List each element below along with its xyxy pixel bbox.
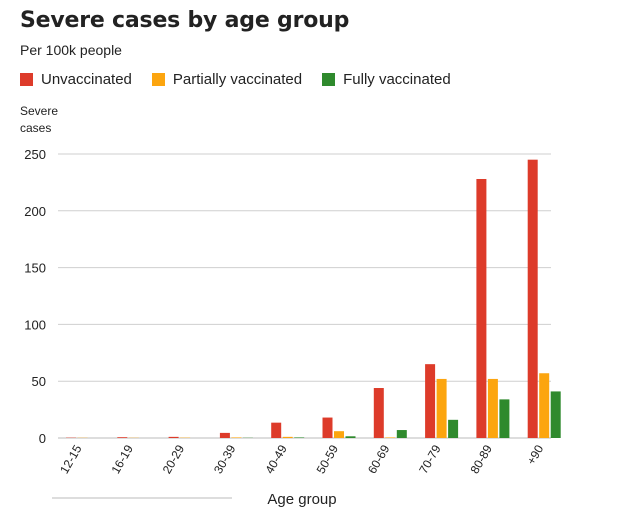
y-axis-label-line-2: cases [20, 121, 52, 135]
y-axis-label: Severe cases [20, 103, 80, 137]
x-tick-label: 30-39 [211, 442, 239, 476]
x-tick-label: 20-29 [160, 442, 188, 476]
bar-partially-vaccinated [282, 436, 293, 438]
bar-unvaccinated [425, 364, 436, 438]
chart-subtitle: Per 100k people [20, 42, 122, 58]
bar-fully-vaccinated [396, 430, 407, 438]
bar-partially-vaccinated [436, 378, 447, 438]
y-tick-label: 100 [24, 317, 46, 332]
legend-swatch-partially-vaccinated [151, 73, 165, 86]
y-tick-label: 200 [24, 204, 46, 219]
legend-item-fully-vaccinated: Fully vaccinated [322, 71, 451, 88]
legend-label-fully-vaccinated: Fully vaccinated [343, 71, 451, 88]
bar-fully-vaccinated [499, 399, 510, 438]
y-tick-label: 250 [24, 147, 46, 162]
x-axis-ticks: 12-15 16-19 20-29 30-39 40-49 50-59 60-69 70-79… [57, 442, 546, 476]
bar-fully-vaccinated [550, 391, 561, 438]
x-tick-label: 80-89 [468, 442, 496, 476]
bar-unvaccinated [527, 159, 538, 438]
bar-unvaccinated [168, 436, 179, 438]
bar-fully-vaccinated [345, 436, 356, 438]
x-tick-label: 16-19 [108, 442, 136, 476]
bar-partially-vaccinated [487, 378, 498, 438]
bar-unvaccinated [271, 422, 282, 438]
bar-partially-vaccinated [385, 437, 396, 438]
legend-item-partially-vaccinated: Partially vaccinated [151, 71, 303, 88]
bar-partially-vaccinated [334, 431, 344, 438]
y-axis-ticks: 0 50 100 150 200 250 [24, 147, 46, 446]
bars [66, 159, 561, 438]
legend-swatch-unvaccinated [20, 73, 33, 86]
grid-lines [58, 153, 551, 439]
chart-title: Severe cases by age group [20, 8, 350, 33]
legend-label-unvaccinated: Unvaccinated [41, 71, 132, 88]
y-tick-label: 150 [24, 261, 46, 276]
x-axis-label: Age group [267, 491, 336, 508]
legend-item-unvaccinated: Unvaccinated [20, 71, 132, 88]
x-tick-label: 60-69 [365, 442, 393, 476]
bar-unvaccinated [373, 388, 384, 438]
bar-unvaccinated [117, 437, 128, 438]
legend-swatch-fully-vaccinated [322, 73, 336, 86]
y-tick-label: 0 [39, 431, 46, 446]
x-tick-label: 50-59 [314, 442, 342, 476]
bar-unvaccinated [322, 417, 333, 438]
x-tick-label: 12-15 [57, 442, 85, 476]
bar-fully-vaccinated [448, 419, 459, 438]
x-tick-label: 70-79 [416, 442, 444, 476]
legend: Unvaccinated Partially vaccinated Fully … [20, 71, 471, 88]
legend-label-partially-vaccinated: Partially vaccinated [172, 71, 303, 88]
y-axis-label-line-1: Severe [20, 104, 59, 118]
x-tick-label: 40-49 [262, 442, 290, 476]
bar-unvaccinated [476, 178, 487, 438]
bar-partially-vaccinated [231, 437, 242, 438]
bar-partially-vaccinated [539, 373, 550, 438]
bar-unvaccinated [219, 432, 230, 438]
y-tick-label: 50 [32, 374, 46, 389]
bar-fully-vaccinated [294, 437, 305, 438]
x-tick-label: +90 [524, 442, 546, 467]
